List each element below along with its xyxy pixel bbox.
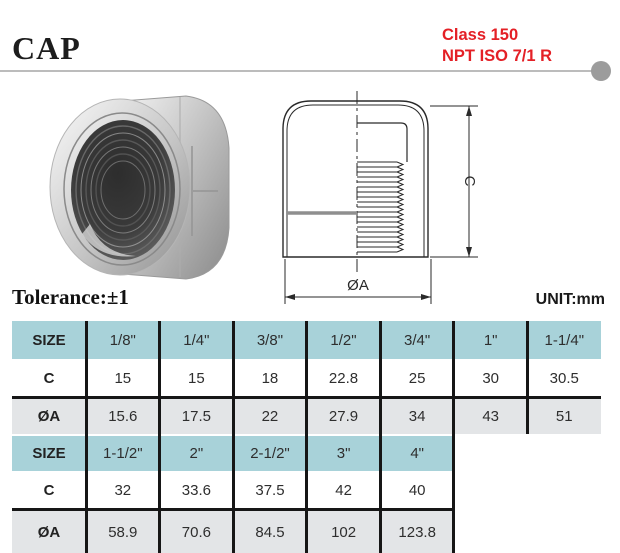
arrow-right (421, 294, 431, 300)
arrow-down (466, 247, 472, 257)
table-cell: 3/8" (233, 321, 307, 359)
table-row-divider (12, 396, 601, 399)
table-cell: 102 (306, 511, 381, 553)
table-cell: 1" (453, 321, 528, 359)
table-cell: 15 (159, 361, 234, 396)
table-cell: 58.9 (86, 511, 160, 553)
table-cell: 18 (233, 361, 307, 396)
table-cell: 32 (86, 473, 160, 508)
table-row: ØA 58.9 70.6 84.5 102 123.8 (12, 511, 454, 553)
row-label: ØA (12, 511, 86, 553)
dim-C (430, 105, 478, 258)
table-cell: 1-1/2" (86, 436, 160, 471)
table-cell: 22 (233, 399, 307, 434)
table-cell: 15.6 (86, 399, 160, 434)
table-cell: 40 (380, 473, 454, 508)
table-cell: 1/4" (159, 321, 234, 359)
table-cell: 70.6 (159, 511, 234, 553)
dim-label-OA: ØA (347, 277, 369, 294)
row-label: C (12, 473, 86, 508)
table-cell: 2-1/2" (233, 436, 307, 471)
table-row-divider (12, 508, 454, 511)
class-rating-label: Class 150 (442, 26, 519, 44)
table-column-divider (525, 321, 529, 434)
table-cell: 3/4" (380, 321, 454, 359)
spec-block: Class 150 NPT ISO 7/1 R (442, 25, 552, 67)
table-column-divider (452, 321, 455, 553)
table-cell: 22.8 (306, 361, 381, 396)
row-label: SIZE (12, 436, 86, 471)
thread-section (357, 161, 405, 253)
table-row: C 15 15 18 22.8 25 30 30.5 (12, 361, 602, 396)
table-cell: 4" (380, 436, 454, 471)
row-label: ØA (12, 399, 86, 434)
table-cell: 1/8" (86, 321, 160, 359)
technical-drawing: C ØA (282, 91, 478, 304)
dim-label-C: C (461, 176, 478, 187)
table-cell: 1-1/4" (527, 321, 602, 359)
table-row: SIZE 1/8" 1/4" 3/8" 1/2" 3/4" 1" 1-1/4" (12, 321, 602, 359)
page-title: CAP (12, 30, 81, 66)
table-cell: 2" (159, 436, 234, 471)
table-cell: 30 (453, 361, 528, 396)
divider-end-dot (591, 61, 611, 81)
table-cell: 34 (380, 399, 454, 434)
product-photo (49, 95, 230, 280)
arrow-up (466, 106, 472, 116)
thread-standard-label: NPT ISO 7/1 R (442, 47, 553, 65)
table-row: ØA 15.6 17.5 22 27.9 34 43 51 (12, 399, 602, 434)
table-cell: 27.9 (306, 399, 381, 434)
header-divider (0, 70, 594, 72)
table-cell: 42 (306, 473, 381, 508)
spec-table: SIZE 1/8" 1/4" 3/8" 1/2" 3/4" 1" 1-1/4" C 15 15 18 2… (12, 321, 602, 553)
unit-note: UNIT:mm (535, 291, 605, 308)
dim-OA (284, 259, 432, 304)
table-cell: 3" (306, 436, 381, 471)
table-cell: 123.8 (380, 511, 454, 553)
table-cell: 1/2" (306, 321, 381, 359)
table-cell: 15 (86, 361, 160, 396)
table-column-divider (378, 321, 382, 553)
table-column-divider (231, 321, 235, 553)
table-cell: 33.6 (159, 473, 234, 508)
table-row: SIZE 1-1/2" 2" 2-1/2" 3" 4" (12, 436, 454, 471)
table-column-divider (305, 321, 308, 553)
table-cell: 51 (527, 399, 602, 434)
tolerance-note: Tolerance:±1 (12, 285, 129, 309)
table-cell: 25 (380, 361, 454, 396)
row-label: C (12, 361, 86, 396)
table-cell: 37.5 (233, 473, 307, 508)
arrow-left (285, 294, 295, 300)
table-cell: 84.5 (233, 511, 307, 553)
table-cell: 30.5 (527, 361, 602, 396)
table-column-divider (84, 321, 88, 553)
table-column-divider (158, 321, 161, 553)
table-row: C 32 33.6 37.5 42 40 (12, 473, 454, 508)
row-label: SIZE (12, 321, 86, 359)
table-cell: 17.5 (159, 399, 234, 434)
table-cell: 43 (453, 399, 528, 434)
